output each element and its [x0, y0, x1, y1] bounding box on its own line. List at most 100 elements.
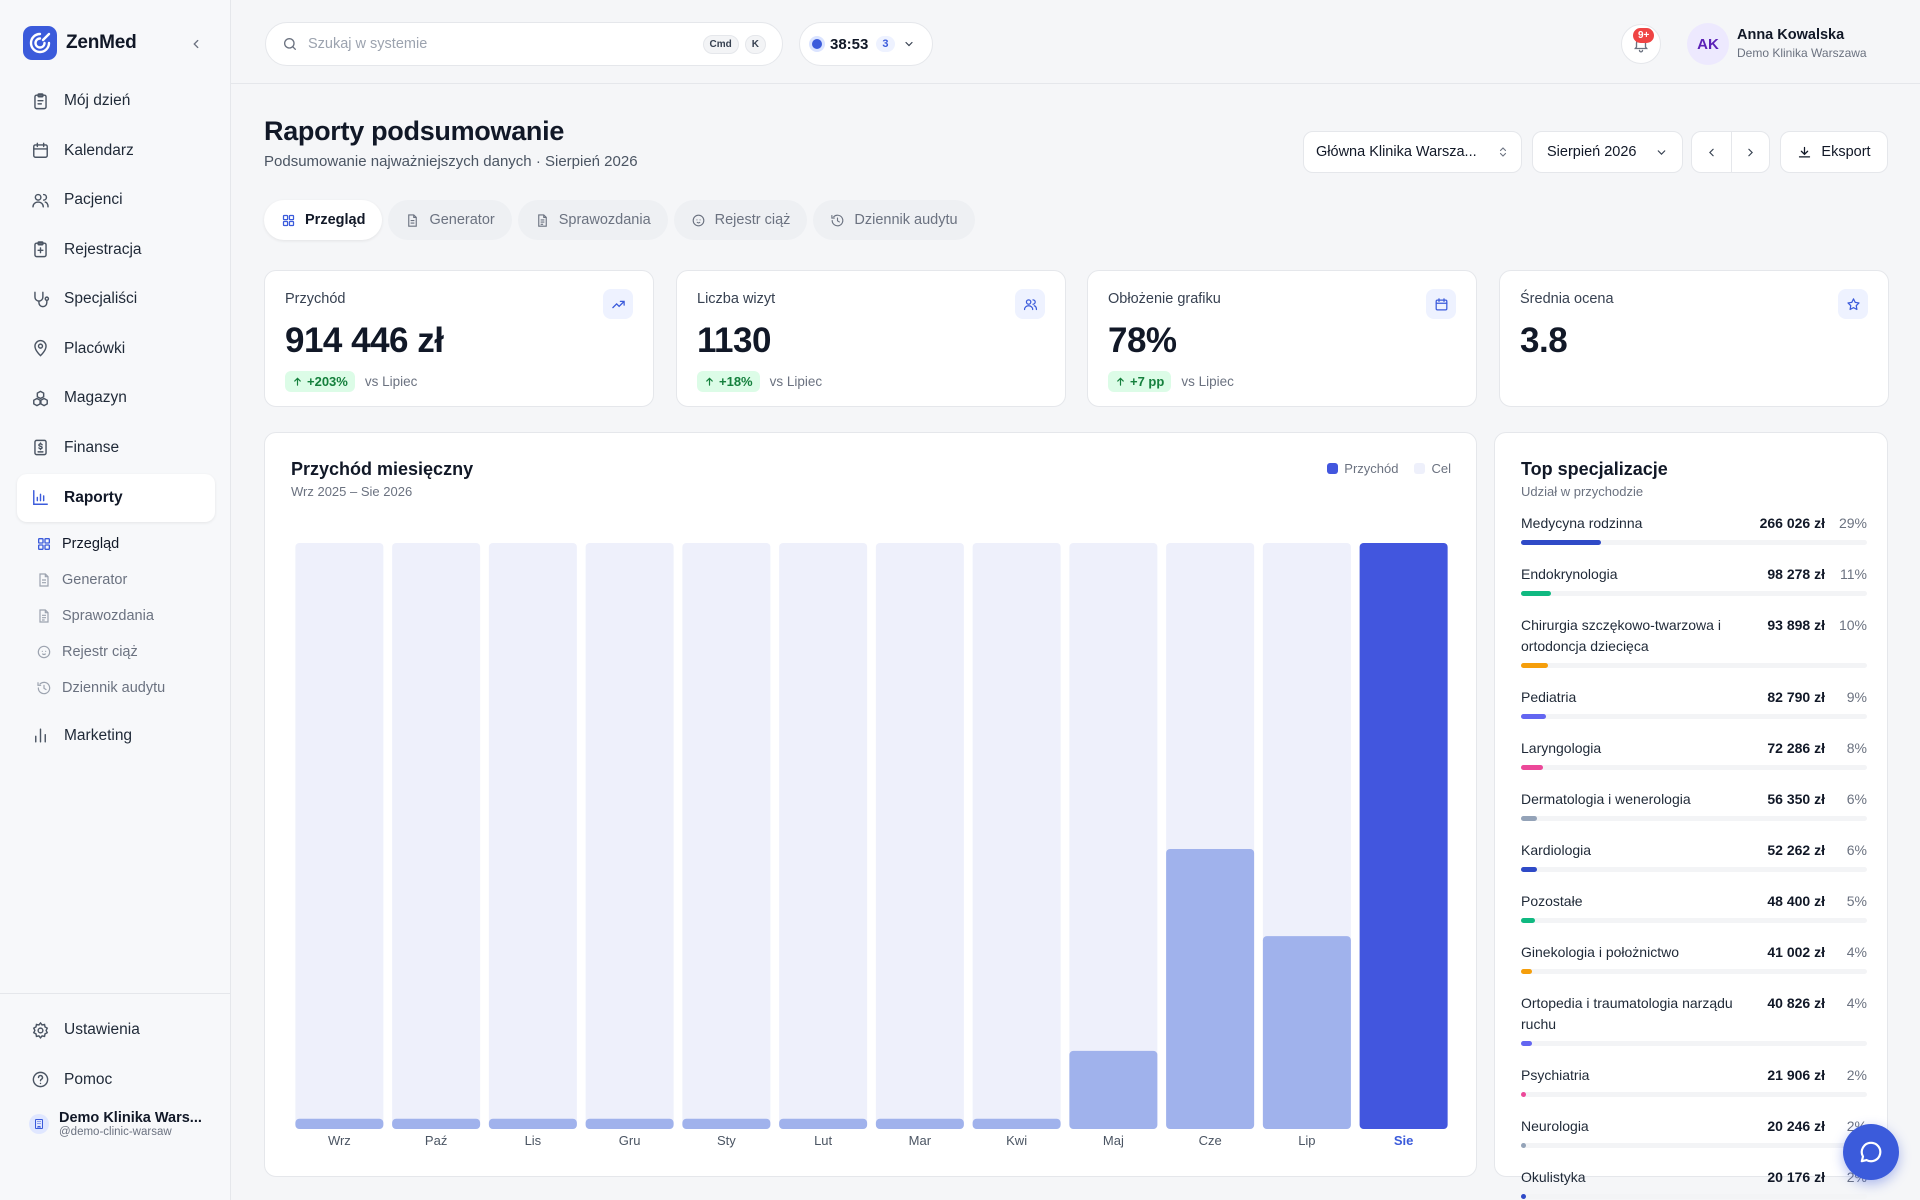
organization-switcher[interactable]: Demo Klinika Wars... @demo-clinic-warsaw	[17, 1110, 214, 1138]
specialization-row[interactable]: Kardiologia 52 262 zł 6%	[1521, 840, 1867, 872]
share-bar-fill	[1521, 867, 1538, 872]
collapse-sidebar-button[interactable]	[184, 32, 208, 56]
revenue-bar[interactable]	[875, 1118, 964, 1129]
subnav-item-pregnancy-register[interactable]: Rejestr ciąż	[17, 634, 215, 670]
target-bar[interactable]	[779, 543, 868, 1129]
kbd-k: K	[744, 34, 766, 54]
specialization-revenue: 82 790 zł	[1767, 689, 1825, 705]
download-icon	[1799, 146, 1811, 157]
tab-generator[interactable]: Generator	[388, 200, 512, 240]
tab-pregnancy-register[interactable]: Rejestr ciąż	[673, 200, 808, 240]
subnav-item-overview[interactable]: Przegląd	[17, 526, 215, 562]
subnav-item-generator[interactable]: Generator	[17, 562, 215, 598]
specialization-row[interactable]: Dermatologia i wenerologia 56 350 zł 6%	[1521, 789, 1867, 821]
user-info[interactable]: Anna Kowalska Demo Klinika Warszawa	[1737, 27, 1867, 60]
legend-item-revenue[interactable]: Przychód	[1327, 461, 1398, 476]
tab-audit-log[interactable]: Dziennik audytu	[813, 200, 975, 240]
session-timer-button[interactable]: 38:53 3	[799, 22, 933, 66]
user-organization: Demo Klinika Warszawa	[1737, 46, 1867, 60]
sidebar-item-settings[interactable]: Ustawienia	[17, 1006, 214, 1054]
sidebar: ZenMed Mój dzień Kalendarz Pacjenci Reje…	[0, 0, 231, 1200]
chat-button[interactable]	[1843, 1124, 1899, 1180]
target-bar[interactable]	[682, 543, 771, 1129]
chevron-down-icon	[904, 41, 913, 47]
target-bar[interactable]	[1069, 543, 1158, 1129]
revenue-bar[interactable]	[295, 1118, 384, 1129]
target-bar[interactable]	[875, 543, 964, 1129]
x-tick-label: Mar	[909, 1133, 932, 1148]
revenue-bar[interactable]	[1262, 936, 1351, 1129]
avatar[interactable]: AK	[1687, 23, 1729, 65]
target-bar[interactable]	[295, 543, 384, 1129]
revenue-bar[interactable]	[972, 1118, 1061, 1129]
period-select[interactable]: Sierpień 2026	[1532, 131, 1683, 173]
subnav-item-label: Przegląd	[62, 535, 120, 552]
location-select[interactable]: Główna Klinika Warsza...	[1303, 131, 1522, 173]
sidebar-item-specialists[interactable]: Specjaliści	[17, 275, 215, 323]
legend-item-target[interactable]: Cel	[1414, 461, 1451, 476]
app-logo[interactable]: ZenMed	[23, 26, 137, 60]
star-icon	[1838, 289, 1868, 319]
kpi-card-schedule-occupancy: Obłożenie grafiku 78% +7 pp vs Lipiec	[1087, 270, 1477, 407]
specialization-row[interactable]: Pozostałe 48 400 zł 5%	[1521, 891, 1867, 923]
delta-compare: vs Lipiec	[364, 374, 418, 389]
tab-overview[interactable]: Przegląd	[264, 200, 383, 240]
revenue-bar[interactable]	[488, 1118, 577, 1129]
revenue-bar[interactable]	[1166, 848, 1255, 1129]
export-button[interactable]: Eksport	[1780, 131, 1888, 173]
specialization-share: 8%	[1846, 740, 1867, 756]
specialization-row[interactable]: Pediatria 82 790 zł 9%	[1521, 687, 1867, 719]
sidebar-item-label: Raporty	[64, 488, 123, 506]
sidebar-item-patients[interactable]: Pacjenci	[17, 176, 215, 224]
calendar-icon	[1426, 289, 1456, 319]
sidebar-item-help[interactable]: Pomoc	[17, 1056, 214, 1104]
share-bar-track	[1521, 969, 1867, 974]
target-bar[interactable]	[488, 543, 577, 1129]
specialization-row[interactable]: Ginekologia i położnictwo 41 002 zł 4%	[1521, 942, 1867, 974]
search-input[interactable]: Szukaj w systemie Cmd K	[265, 22, 783, 66]
sidebar-item-registration[interactable]: Rejestracja	[17, 226, 215, 274]
subnav-item-audit-log[interactable]: Dziennik audytu	[17, 670, 215, 706]
sidebar-item-reports[interactable]: Raporty	[17, 473, 215, 522]
sidebar-item-calendar[interactable]: Kalendarz	[17, 127, 215, 175]
specialization-row[interactable]: Psychiatria 21 906 zł 2%	[1521, 1065, 1867, 1097]
sidebar-item-label: Marketing	[64, 726, 133, 744]
target-bar[interactable]	[972, 543, 1061, 1129]
specialization-row[interactable]: Laryngologia 72 286 zł 8%	[1521, 738, 1867, 770]
specialization-row[interactable]: Ortopedia i traumatologia narządu ruchu 4…	[1521, 993, 1867, 1046]
chart-title: Przychód miesięczny	[291, 459, 474, 479]
specialization-revenue: 72 286 zł	[1767, 740, 1825, 756]
next-period-button[interactable]	[1730, 132, 1770, 172]
sidebar-item-label: Rejestracja	[64, 240, 142, 258]
previous-period-button[interactable]	[1692, 132, 1731, 172]
revenue-bar[interactable]	[1359, 543, 1448, 1129]
gear-icon	[32, 1021, 49, 1039]
specialization-row[interactable]: Medycyna rodzinna 266 026 zł 29%	[1521, 513, 1867, 545]
specialization-row[interactable]: Okulistyka 20 176 zł 2%	[1521, 1167, 1867, 1199]
sidebar-item-my-day[interactable]: Mój dzień	[17, 77, 215, 125]
revenue-bar[interactable]	[682, 1118, 771, 1129]
share-bar-track	[1521, 1194, 1867, 1199]
tab-statements[interactable]: Sprawozdania	[517, 200, 668, 240]
users-icon	[32, 193, 49, 208]
target-bar[interactable]	[585, 543, 674, 1129]
specialization-row[interactable]: Endokrynologia 98 278 zł 11%	[1521, 564, 1867, 596]
sidebar-nav: Mój dzień Kalendarz Pacjenci Rejestracja…	[17, 77, 215, 761]
sidebar-item-finance[interactable]: Finanse	[17, 424, 215, 472]
specialization-revenue: 98 278 zł	[1767, 566, 1825, 582]
chat-bubble-icon	[1860, 1141, 1882, 1163]
revenue-bar[interactable]	[585, 1118, 674, 1129]
revenue-bar[interactable]	[392, 1118, 481, 1129]
revenue-bar[interactable]	[1069, 1050, 1158, 1129]
share-bar-fill	[1521, 663, 1549, 668]
target-bar[interactable]	[392, 543, 481, 1129]
sidebar-item-marketing[interactable]: Marketing	[17, 712, 215, 760]
specialization-row[interactable]: Neurologia 20 246 zł 2%	[1521, 1116, 1867, 1148]
search-placeholder: Szukaj w systemie	[308, 36, 428, 52]
top-bar: Szukaj w systemie Cmd K 38:53 3 9+ AK An…	[231, 0, 1920, 84]
revenue-bar[interactable]	[779, 1118, 868, 1129]
specialization-row[interactable]: Chirurgia szczękowo-twarzowa i ortodoncj…	[1521, 615, 1867, 668]
sidebar-item-warehouse[interactable]: Magazyn	[17, 374, 215, 422]
subnav-item-statements[interactable]: Sprawozdania	[17, 598, 215, 634]
sidebar-item-facilities[interactable]: Placówki	[17, 325, 215, 373]
